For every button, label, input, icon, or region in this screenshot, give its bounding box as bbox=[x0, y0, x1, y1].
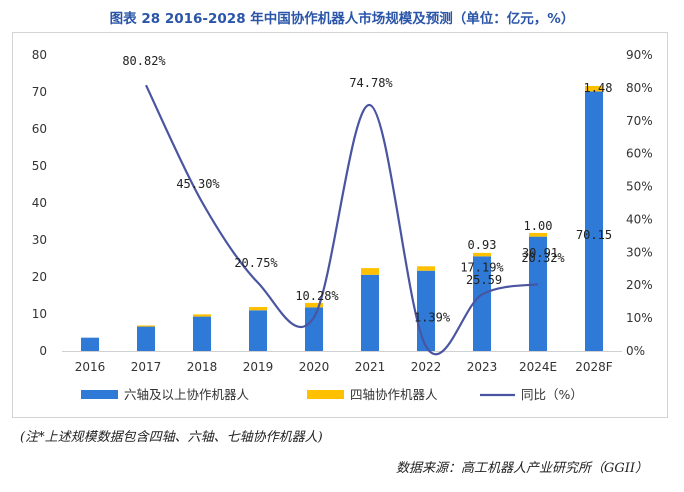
yoy-data-label: 10.28% bbox=[295, 289, 339, 303]
legend-label-yoy: 同比（%） bbox=[521, 387, 583, 402]
x-tick-label: 2019 bbox=[243, 360, 274, 374]
top-data-label: 1.48 bbox=[584, 81, 613, 95]
legend-swatch-four-axis bbox=[307, 390, 344, 399]
bar-six-axis bbox=[417, 270, 435, 351]
bar-four-axis bbox=[249, 306, 267, 311]
yoy-data-label: 20.75% bbox=[234, 256, 278, 270]
x-tick-label: 2022 bbox=[411, 360, 442, 374]
bar-six-axis bbox=[249, 310, 267, 351]
top-data-label: 1.00 bbox=[524, 219, 553, 233]
y2-tick-label: 60% bbox=[626, 147, 653, 161]
bar-six-axis bbox=[361, 274, 379, 351]
x-tick-label: 2016 bbox=[75, 360, 106, 374]
y2-tick-label: 30% bbox=[626, 245, 653, 259]
x-tick-label: 2023 bbox=[467, 360, 498, 374]
bar-six-axis bbox=[137, 326, 155, 351]
y2-tick-label: 40% bbox=[626, 212, 653, 226]
y-tick-label: 30 bbox=[32, 233, 47, 247]
bar-four-axis bbox=[585, 85, 603, 92]
yoy-data-label: 45.30% bbox=[176, 177, 220, 191]
y2-tick-label: 10% bbox=[626, 311, 653, 325]
bar-data-label: 25.59 bbox=[466, 273, 502, 287]
y-tick-label: 10 bbox=[32, 307, 47, 321]
bar-six-axis bbox=[585, 91, 603, 351]
legend-label-six-axis: 六轴及以上协作机器人 bbox=[124, 387, 250, 402]
source-note: 数据来源：高工机器人产业研究所（GGII） bbox=[395, 461, 648, 476]
bar-four-axis bbox=[193, 314, 211, 317]
yoy-data-label: 74.78% bbox=[349, 76, 393, 90]
bar-four-axis bbox=[305, 302, 323, 308]
y-tick-label: 0 bbox=[39, 344, 47, 358]
legend-label-four-axis: 四轴协作机器人 bbox=[350, 387, 438, 402]
bar-four-axis bbox=[473, 252, 491, 257]
chart-title: 图表 28 2016-2028 年中国协作机器人市场规模及预测（单位：亿元，%） bbox=[109, 11, 575, 27]
y2-tick-label: 70% bbox=[626, 114, 653, 128]
chart-frame bbox=[12, 32, 668, 418]
x-tick-label: 2018 bbox=[187, 360, 218, 374]
y2-tick-label: 80% bbox=[626, 81, 653, 95]
y2-tick-label: 90% bbox=[626, 48, 653, 62]
bar-six-axis bbox=[305, 307, 323, 351]
yoy-data-label: 1.39% bbox=[414, 310, 451, 324]
y-tick-label: 80 bbox=[32, 48, 47, 62]
bar-six-axis bbox=[193, 316, 211, 351]
y-tick-label: 50 bbox=[32, 159, 47, 173]
yoy-data-label: 20.32% bbox=[521, 251, 565, 265]
x-tick-label: 2017 bbox=[131, 360, 162, 374]
bar-four-axis bbox=[137, 325, 155, 327]
bar-four-axis bbox=[361, 268, 379, 275]
bar-six-axis bbox=[473, 256, 491, 351]
y-tick-label: 60 bbox=[32, 122, 47, 136]
bar-data-label: 30.91 bbox=[522, 246, 558, 260]
y2-tick-label: 20% bbox=[626, 278, 653, 292]
x-tick-label: 2024E bbox=[519, 360, 557, 374]
y2-tick-label: 0% bbox=[626, 344, 645, 358]
bar-six-axis bbox=[81, 337, 99, 351]
yoy-data-label: 80.82% bbox=[122, 54, 166, 68]
y-tick-label: 70 bbox=[32, 85, 47, 99]
bar-data-label: 70.15 bbox=[576, 228, 612, 242]
x-tick-label: 2021 bbox=[355, 360, 386, 374]
y-tick-label: 20 bbox=[32, 270, 47, 284]
x-tick-label: 2028F bbox=[575, 360, 613, 374]
y2-tick-label: 50% bbox=[626, 180, 653, 194]
legend-swatch-six-axis bbox=[81, 390, 118, 399]
footnote: (注*上述规模数据包含四轴、六轴、七轴协作机器人) bbox=[20, 430, 323, 445]
bar-six-axis bbox=[529, 236, 547, 351]
yoy-data-label: 17.19% bbox=[460, 260, 504, 274]
yoy-line bbox=[145, 84, 539, 356]
x-tick-label: 2020 bbox=[299, 360, 330, 374]
bar-four-axis bbox=[417, 266, 435, 271]
top-data-label: 0.93 bbox=[468, 238, 497, 252]
y-tick-label: 40 bbox=[32, 196, 47, 210]
bar-four-axis bbox=[529, 232, 547, 237]
